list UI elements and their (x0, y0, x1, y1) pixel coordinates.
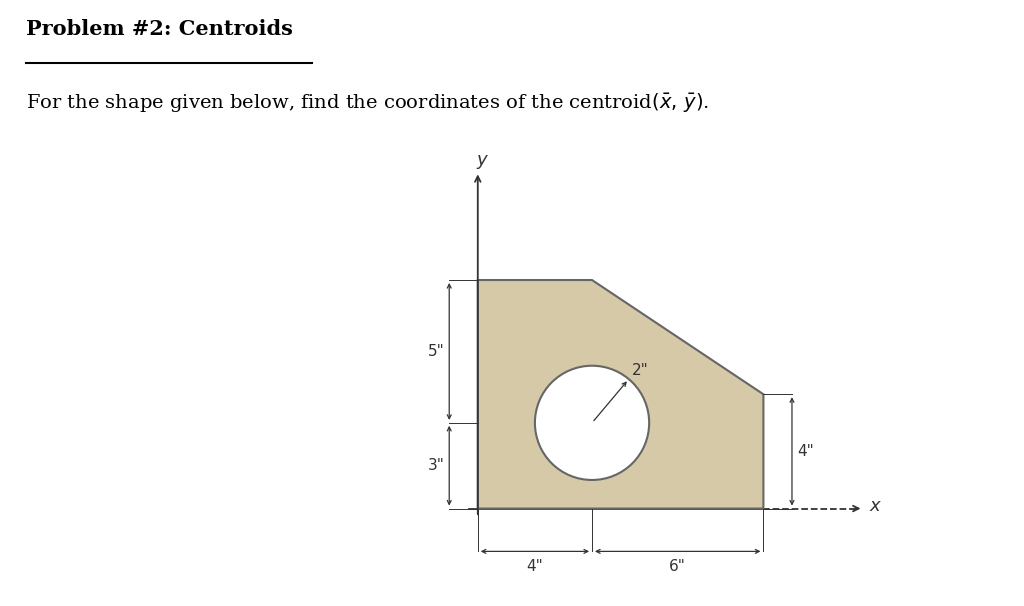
Text: 3": 3" (428, 458, 445, 473)
Circle shape (535, 366, 649, 480)
Text: y: y (477, 151, 487, 168)
Text: 5": 5" (428, 344, 445, 359)
Text: 6": 6" (670, 559, 686, 573)
Text: 4": 4" (798, 444, 814, 459)
Text: Problem #2: Centroids: Problem #2: Centroids (26, 19, 293, 39)
Text: 2": 2" (632, 362, 648, 378)
Text: 4": 4" (526, 559, 544, 573)
Polygon shape (478, 280, 764, 508)
Text: For the shape given below, find the coordinates of the centroid$(\bar{x},\, \bar: For the shape given below, find the coor… (26, 92, 709, 115)
Text: x: x (869, 497, 880, 514)
